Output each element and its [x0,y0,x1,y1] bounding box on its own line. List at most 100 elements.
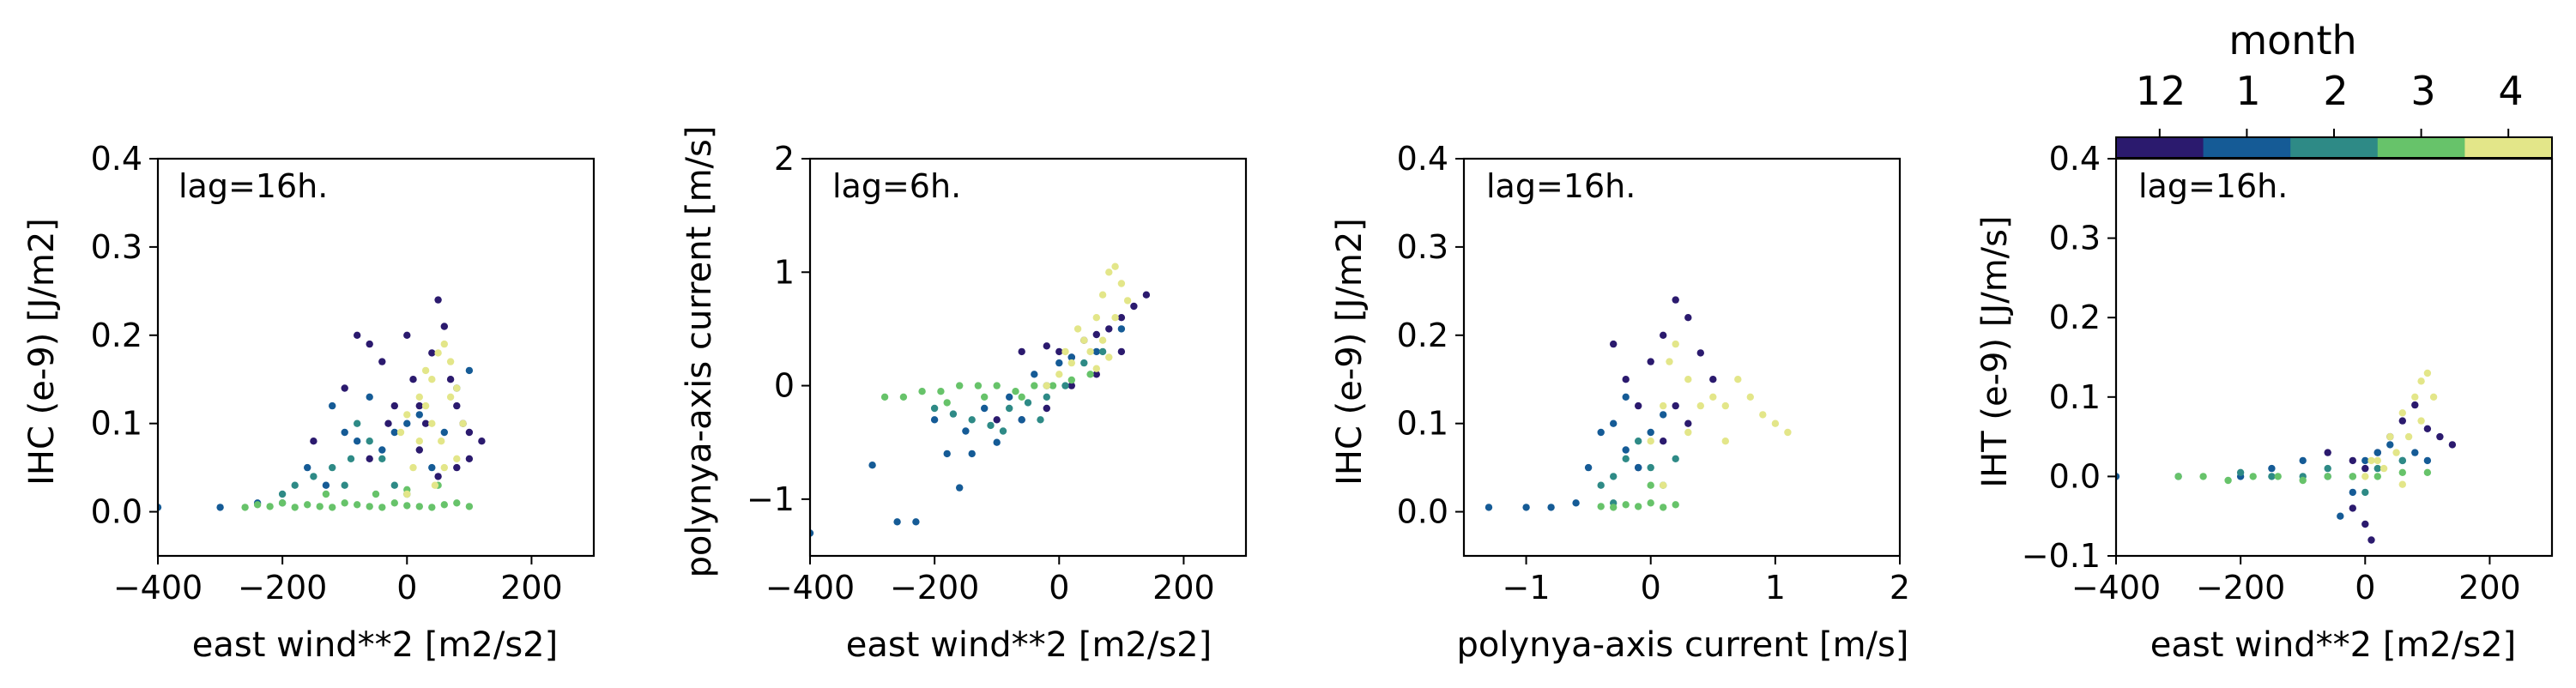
data-point [2386,432,2394,441]
colorbar-swatch [2464,137,2553,158]
data-point [2349,504,2356,512]
data-point [1635,503,1642,510]
data-point [2361,464,2369,473]
data-point [1684,376,1692,383]
plot-frame [156,157,596,558]
y-tick-label: 0.0 [1397,493,1448,531]
data-point [1098,336,1107,344]
data-point [390,481,398,489]
data-point [428,419,436,427]
y-tick-label: 0.1 [91,405,142,443]
data-point [1660,411,1667,419]
series-month-1 [1485,393,1667,511]
data-point [1709,393,1717,401]
data-point [304,501,311,509]
panel-current-vs-east-wind: lag=6h. east wind**2 [m2/s2] polynya-axi… [680,126,1248,665]
data-point [2373,473,2381,480]
data-point [2423,456,2432,465]
data-point [2249,473,2257,480]
data-point [1073,325,1082,333]
data-point [1037,416,1044,424]
data-point [1012,388,1019,395]
data-point [478,438,486,445]
data-point [912,518,920,526]
data-point [1043,342,1051,350]
x-tick-label: −200 [238,569,327,607]
data-point [1672,296,1679,304]
data-point [1597,428,1605,437]
x-tick-label: 200 [1152,569,1215,607]
series-month-4 [2361,369,2438,488]
data-point [2386,441,2394,449]
data-point [1086,371,1094,378]
colorbar-swatch [2116,137,2204,158]
colorbar-title: month [2228,17,2356,63]
data-point [1622,376,1630,383]
series-month-4 [396,340,467,498]
data-point [1067,359,1076,367]
data-point [2199,473,2207,480]
data-point [2411,401,2419,409]
data-point [1092,371,1101,378]
series-month-2 [278,419,411,498]
data-point [1018,393,1025,401]
data-point [1031,382,1038,389]
data-point [366,438,373,445]
x-axis-label: polynya-axis current [m/s] [1457,625,1909,665]
x-tick-label: 2 [1890,569,1910,607]
data-point [2373,464,2381,473]
data-point [993,416,1001,424]
data-point [415,401,423,410]
data-point [2398,468,2406,476]
colorbar-tick-label: 1 [2235,68,2260,114]
y-tick-label: 0.3 [91,228,142,266]
data-point [415,411,423,419]
data-point [1647,463,1654,472]
series-month-1 [2116,441,2432,520]
data-point [1647,481,1654,489]
y-tick-label: 0.4 [1397,140,1448,178]
data-point [2268,464,2276,473]
data-point [415,393,423,401]
data-point [1647,499,1654,507]
data-point [1092,365,1101,372]
data-point [2324,473,2331,480]
data-point [291,504,299,511]
data-point [2367,456,2375,465]
data-point [453,401,461,410]
series-month-2 [1597,438,1679,507]
scatter-points [158,296,486,511]
data-point [366,455,373,462]
data-point [2361,456,2369,465]
data-point [415,446,423,454]
data-point [893,518,901,526]
data-point [421,366,430,375]
data-point [453,499,461,507]
data-point [1610,340,1618,348]
data-point [1080,359,1088,367]
y-tick-label: 0.4 [91,140,142,178]
data-point [216,504,224,511]
scatter-points [2116,369,2457,544]
data-point [1117,347,1126,356]
data-point [415,438,423,445]
scatter-points [1485,296,1792,511]
data-point [431,481,439,489]
y-axis-label: IHT (e-9) [J/m/s] [1975,215,2015,487]
data-point [1031,371,1038,378]
data-point [1061,382,1069,389]
y-tick-label: 0.2 [1397,317,1448,354]
x-tick-label: −400 [2071,569,2161,607]
data-point [415,503,423,510]
series-month-4 [1647,340,1792,489]
data-point [278,490,287,498]
data-point [1759,411,1767,419]
series-month-12 [1610,296,1717,472]
y-tick-label: −0.1 [2022,537,2101,575]
series-month-12 [310,296,486,480]
data-point [2349,488,2356,497]
data-point [446,376,455,383]
data-point [1622,455,1630,462]
data-point [2417,377,2425,385]
